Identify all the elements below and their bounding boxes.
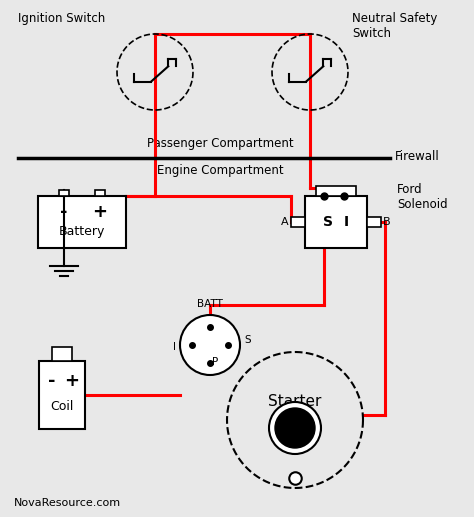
Text: S: S <box>323 215 333 229</box>
Text: I: I <box>173 342 176 352</box>
Bar <box>316 186 356 196</box>
Text: P: P <box>212 357 218 367</box>
Bar <box>52 347 72 361</box>
Text: Ford
Solenoid: Ford Solenoid <box>397 183 447 211</box>
Circle shape <box>180 315 240 375</box>
Text: A: A <box>281 217 289 227</box>
Text: Starter: Starter <box>268 394 322 409</box>
Text: Engine Compartment: Engine Compartment <box>157 164 283 177</box>
Text: NovaResource.com: NovaResource.com <box>14 498 121 508</box>
Bar <box>305 196 367 248</box>
Text: -: - <box>60 203 68 221</box>
Bar <box>291 217 305 227</box>
Text: S: S <box>244 335 251 345</box>
Text: +: + <box>92 203 108 221</box>
Text: I: I <box>344 215 348 229</box>
Bar <box>59 190 69 196</box>
Text: Firewall: Firewall <box>395 149 440 162</box>
Circle shape <box>275 408 315 448</box>
Text: BATT: BATT <box>197 299 223 309</box>
Text: -: - <box>48 372 56 390</box>
Text: Ignition Switch: Ignition Switch <box>18 12 105 25</box>
Text: Neutral Safety
Switch: Neutral Safety Switch <box>352 12 438 40</box>
Text: B: B <box>383 217 391 227</box>
Text: Battery: Battery <box>59 225 105 238</box>
Text: Coil: Coil <box>50 401 73 414</box>
Text: Passenger Compartment: Passenger Compartment <box>146 137 293 150</box>
Circle shape <box>269 402 321 454</box>
Bar <box>95 190 105 196</box>
Bar <box>367 217 381 227</box>
Bar <box>38 196 126 248</box>
Text: +: + <box>64 372 80 390</box>
Bar <box>39 361 85 429</box>
